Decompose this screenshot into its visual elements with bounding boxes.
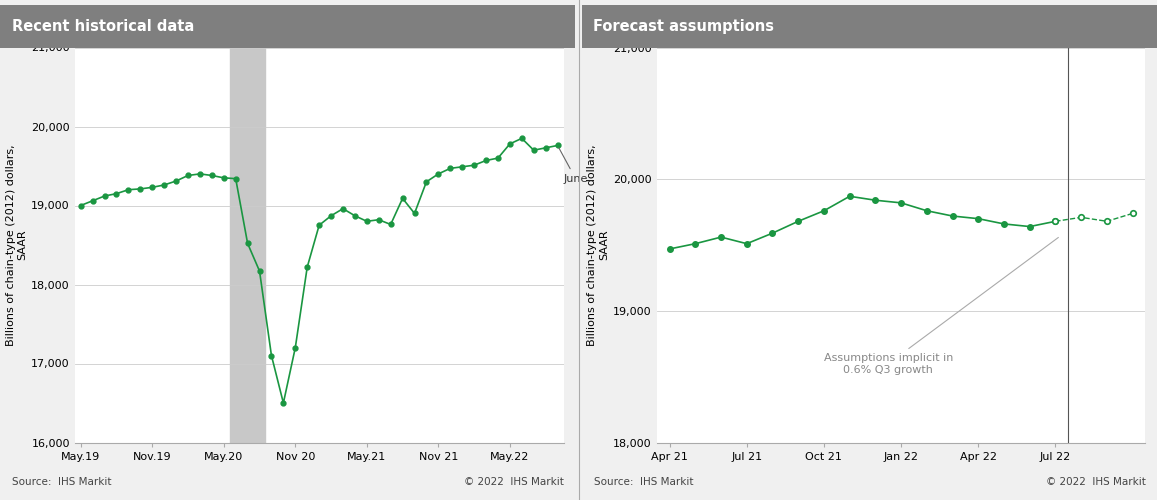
Y-axis label: Billions of chain-type (2012) dollars,
SAAR: Billions of chain-type (2012) dollars, S… bbox=[6, 144, 27, 346]
Text: H: H bbox=[1047, 34, 1055, 48]
Text: Source:  IHS Markit: Source: IHS Markit bbox=[594, 477, 693, 487]
Text: Forecast assumptions: Forecast assumptions bbox=[594, 18, 774, 34]
Text: Assumptions implicit in
0.6% Q3 growth: Assumptions implicit in 0.6% Q3 growth bbox=[824, 238, 1059, 374]
Text: June: June bbox=[559, 148, 588, 184]
Text: © 2022  IHS Markit: © 2022 IHS Markit bbox=[1046, 477, 1145, 487]
Text: F: F bbox=[1076, 34, 1083, 48]
Text: Source:  IHS Markit: Source: IHS Markit bbox=[12, 477, 111, 487]
Bar bbox=[230, 48, 265, 442]
Y-axis label: Billions of chain-type (2012) dollars,
SAAR: Billions of chain-type (2012) dollars, S… bbox=[588, 144, 609, 346]
Text: Recent historical data: Recent historical data bbox=[12, 18, 193, 34]
Text: © 2022  IHS Markit: © 2022 IHS Markit bbox=[464, 477, 563, 487]
